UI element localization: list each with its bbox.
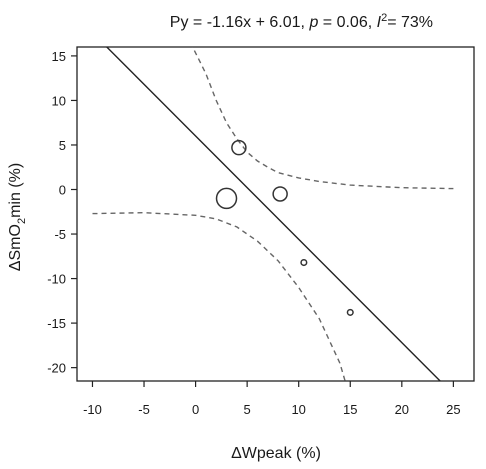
y-tick-label: -15 (47, 316, 66, 331)
title-i2-symbol: I (377, 14, 382, 31)
title-i2-superscript: 2 (381, 12, 387, 24)
data-point (300, 258, 308, 267)
data-point (231, 139, 247, 156)
plot-frame (76, 46, 475, 382)
x-tick-label: 25 (446, 402, 460, 417)
plot-area: -10 -5 0 5 10 15 20 25 15 10 5 0 -5 -10 -15 -20 (47, 46, 475, 417)
y-tick-label: -10 (47, 272, 66, 287)
data-point (346, 308, 354, 316)
y-axis-title-subscript: 2 (16, 218, 28, 224)
x-tick-label: -5 (138, 402, 150, 417)
data-point (272, 186, 288, 202)
x-tick-label: 5 (244, 402, 251, 417)
title-i2-value: = 73% (387, 14, 433, 31)
y-tick-label: 5 (59, 138, 66, 153)
y-axis-title: ΔSmO2min (%) (7, 163, 28, 271)
title-equation: Py = -1.16x + 6.01, (170, 14, 310, 31)
x-tick-label: 10 (291, 402, 305, 417)
y-tick-label: 10 (52, 93, 66, 108)
x-tick-label: -10 (83, 402, 102, 417)
y-tick-label: 15 (52, 49, 66, 64)
chart-title: Py = -1.16x + 6.01, p = 0.06, I2= 73% (170, 12, 433, 31)
title-p-value: = 0.06, (318, 14, 376, 31)
x-tick-label: 15 (343, 402, 357, 417)
y-axis-title-suffix: min (%) (7, 163, 24, 218)
upper-confidence-band (191, 47, 454, 190)
lower-confidence-band (92, 211, 346, 381)
x-axis-title: ΔWpeak (%) (231, 445, 321, 462)
y-axis-title-prefix: ΔSmO (7, 224, 24, 271)
regression-line (105, 47, 442, 381)
title-p-symbol: p (308, 14, 318, 31)
y-tick-label: -5 (54, 227, 66, 242)
x-tick-label: 20 (395, 402, 409, 417)
y-tick-label: -20 (47, 361, 66, 376)
x-tick-label: 0 (192, 402, 199, 417)
y-tick-label: 0 (59, 183, 66, 198)
data-point (215, 187, 238, 210)
